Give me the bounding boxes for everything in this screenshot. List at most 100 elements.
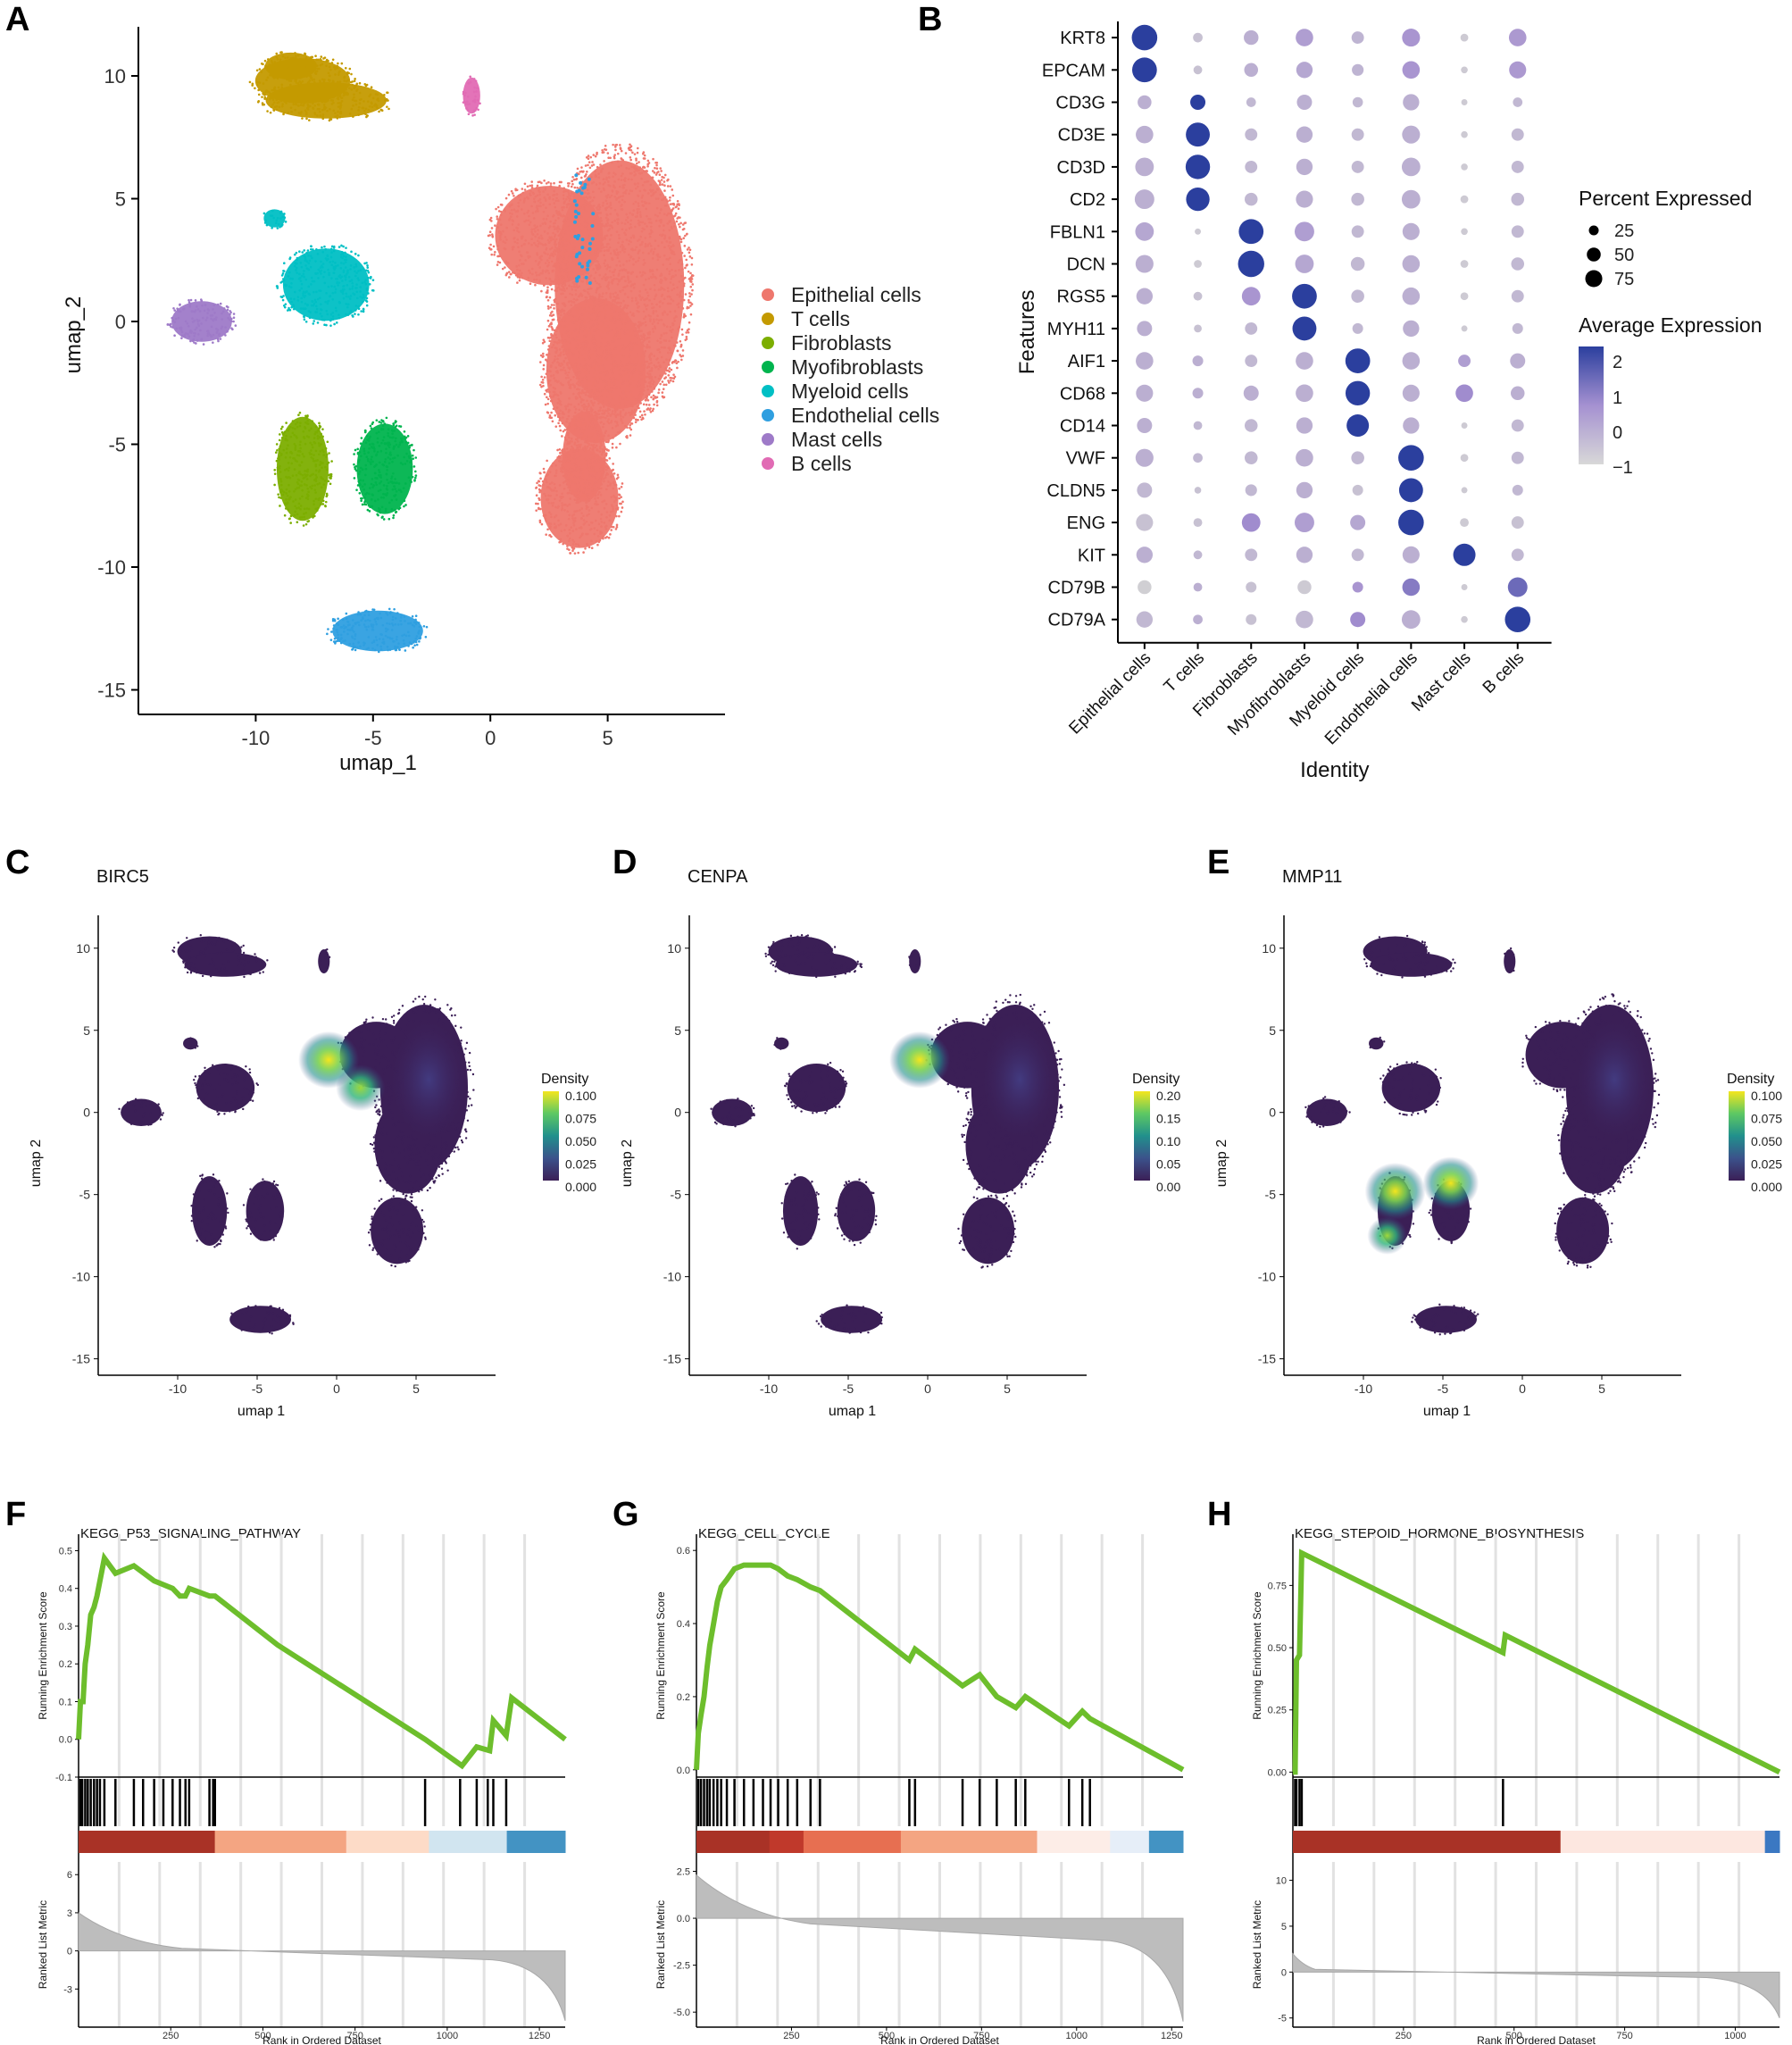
cell-point (549, 220, 552, 223)
cell-point (337, 105, 340, 108)
cell-point (661, 391, 664, 394)
cell-point (599, 377, 602, 380)
cell-point (324, 500, 328, 504)
cell-point (566, 405, 569, 408)
cell-point (599, 217, 603, 220)
cell-point (671, 207, 675, 210)
cell-point (566, 491, 570, 495)
cell-point (571, 538, 574, 542)
cell-point (635, 384, 638, 388)
cell-point (558, 412, 561, 415)
cell-point (317, 442, 321, 445)
cell-point (609, 482, 613, 485)
cell-point (572, 251, 575, 254)
cell-point (573, 510, 576, 513)
cell-point (649, 320, 652, 322)
cell-point (616, 282, 620, 286)
cell-point (582, 170, 585, 173)
cell-point (330, 62, 334, 64)
cell-point (581, 280, 584, 283)
cell-point (561, 284, 563, 288)
cell-point (511, 223, 514, 226)
cell-point (561, 492, 563, 496)
cell-point (613, 251, 616, 254)
cell-point (288, 76, 292, 79)
cell-point (568, 202, 571, 205)
cell-point (580, 347, 584, 351)
cell-point (611, 281, 614, 285)
cell-point (580, 517, 583, 520)
cell-point (617, 363, 621, 367)
cell-point (306, 103, 310, 106)
cell-point (561, 422, 564, 425)
cell-point (634, 187, 638, 190)
cell-point (655, 206, 659, 210)
cell-point (278, 105, 281, 109)
cell-point (339, 105, 342, 109)
cell-point (556, 230, 559, 233)
cell-point (645, 202, 648, 204)
cell-point (490, 220, 493, 222)
cell-point (275, 98, 279, 102)
cell-point (523, 182, 527, 186)
cell-point (676, 303, 679, 306)
cell-point (584, 440, 587, 444)
cell-point (645, 398, 647, 402)
cell-point (579, 455, 582, 457)
cell-point (612, 507, 614, 511)
cell-point (550, 288, 554, 291)
cell-point (540, 375, 543, 379)
cell-point (648, 269, 652, 271)
cell-point (579, 306, 582, 310)
cell-point (653, 283, 656, 287)
cell-point (597, 176, 601, 179)
cell-point (533, 241, 536, 245)
cell-point (677, 328, 679, 330)
cell-point (571, 530, 575, 532)
cell-point (672, 214, 676, 218)
cell-point (611, 413, 614, 415)
cell-point (608, 353, 612, 356)
cell-point (671, 377, 673, 380)
cell-point (331, 58, 335, 62)
cell-point (570, 285, 573, 288)
cell-point (540, 289, 543, 293)
cell-point (614, 148, 617, 152)
cell-point (563, 405, 567, 408)
cell-point (554, 474, 557, 478)
cell-point (553, 307, 555, 310)
cell-point (664, 339, 668, 342)
cell-point (637, 185, 639, 188)
cell-point (554, 265, 557, 268)
cell-point (632, 314, 636, 317)
cell-point (519, 194, 522, 196)
cell-point (568, 349, 571, 352)
cell-point (546, 259, 549, 262)
cell-point (604, 473, 608, 477)
cell-point (618, 185, 621, 188)
cell-point (663, 246, 666, 249)
cell-point (555, 494, 559, 497)
cell-point (571, 365, 574, 368)
cell-point (585, 333, 588, 337)
cell-point (663, 346, 667, 349)
cell-point (659, 374, 662, 377)
cell-point (567, 366, 571, 369)
cell-point (644, 237, 647, 239)
panel-letter-a: A (5, 1, 29, 38)
cell-point (595, 215, 598, 218)
cell-point (619, 368, 622, 371)
y-axis-title: umap_2 (62, 296, 86, 374)
cell-point (638, 189, 642, 193)
cell-point (632, 236, 636, 239)
cell-point (286, 494, 289, 497)
cell-point (687, 270, 690, 273)
cell-point (658, 233, 662, 237)
cell-point (606, 152, 610, 154)
cell-point (605, 524, 608, 528)
cell-point (256, 80, 259, 84)
cell-point (669, 281, 672, 284)
cell-point (604, 264, 607, 268)
cell-point (654, 247, 656, 251)
cell-point (615, 327, 619, 330)
